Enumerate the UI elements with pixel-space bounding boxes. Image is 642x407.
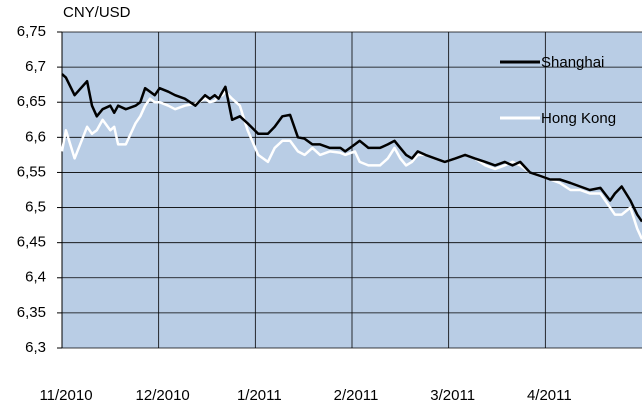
legend-label: Hong Kong: [541, 110, 616, 127]
y-tick-label: 6,75: [17, 23, 46, 40]
x-tick-label: 12/2010: [136, 387, 190, 404]
y-axis-label: CNY/USD: [63, 4, 131, 21]
x-tick-label: 3/2011: [430, 387, 475, 404]
y-tick-label: 6,35: [17, 304, 46, 321]
y-tick-label: 6,3: [25, 339, 46, 356]
y-tick-label: 6,5: [25, 199, 46, 216]
y-tick-label: 6,65: [17, 93, 46, 110]
legend-label: Shanghai: [541, 54, 604, 71]
y-tick-label: 6,4: [25, 269, 46, 286]
x-tick-label: 2/2011: [334, 387, 379, 404]
series-line: [61, 73, 642, 223]
y-tick-label: 6,55: [17, 163, 46, 180]
x-tick-label: 1/2011: [237, 387, 282, 404]
y-tick-label: 6,7: [25, 58, 46, 75]
y-tick-label: 6,45: [17, 234, 46, 251]
y-tick-label: 6,6: [25, 128, 46, 145]
x-tick-label: 4/2011: [527, 387, 572, 404]
x-tick-label: 11/2010: [39, 387, 92, 404]
